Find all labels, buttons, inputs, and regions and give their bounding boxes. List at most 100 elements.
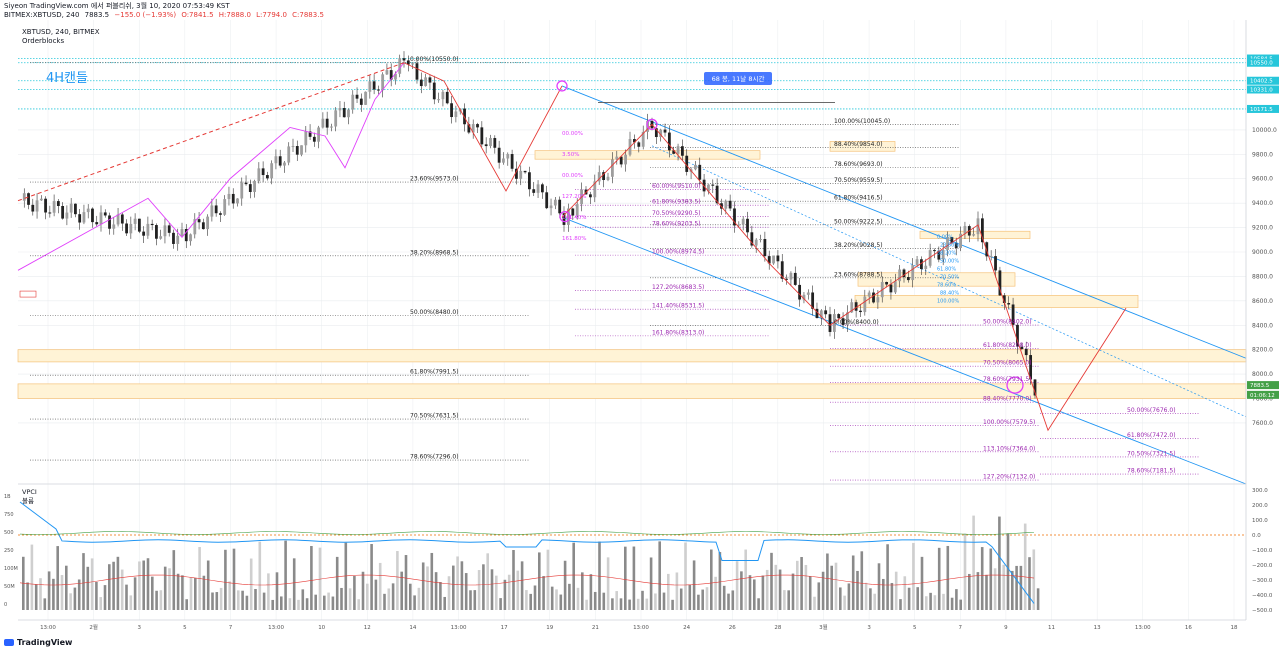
red-zigzag-1	[403, 62, 563, 192]
candle-body	[615, 156, 619, 160]
candle-body	[641, 131, 645, 147]
pivot-circle	[559, 210, 571, 223]
volume-bar	[65, 565, 68, 610]
volume-bar	[761, 575, 765, 610]
volume-bar	[361, 571, 365, 610]
candle-body	[441, 91, 445, 100]
candle-body	[1029, 355, 1033, 380]
fib-cluster-label: 88.40%	[940, 290, 959, 296]
price-tag	[1247, 76, 1279, 85]
candle-body	[972, 234, 976, 236]
small-marker	[19, 290, 37, 298]
fib-label: 127.20%(7132.0)	[983, 474, 1035, 481]
volume-bar	[675, 572, 679, 610]
volume-bar	[602, 592, 606, 610]
publish-header: Siyeon TradingView.com 에서 퍼블리쉬, 3월 10, 2…	[4, 2, 233, 11]
y-tick-label: 9200.0	[1252, 225, 1273, 232]
time-axis[interactable]: 13:00 2월 3 5 7 13:00 10 12 14 13:00 17 19 21 13:00 24 2…	[18, 619, 1246, 631]
volume-bar	[585, 599, 588, 610]
candle-body	[575, 204, 579, 216]
candle-body	[776, 255, 780, 262]
volume-bar	[288, 598, 292, 610]
candle-body	[793, 272, 797, 285]
candle-body	[347, 109, 350, 118]
range-label: 68 봉, 11날 8시간	[712, 74, 765, 83]
volume-bar	[817, 582, 821, 610]
price-tag	[1247, 104, 1279, 113]
fib-label: 78.60%(7296.0)	[410, 454, 459, 461]
volume-bar	[335, 556, 339, 610]
range-label-box	[704, 72, 772, 85]
candle-body	[265, 175, 269, 179]
volume-axis-label: 50M	[4, 584, 15, 590]
volume-bar	[413, 595, 416, 610]
candle-body	[837, 314, 841, 319]
candle-body	[780, 261, 784, 279]
candle-body	[437, 99, 440, 101]
volume-bar	[740, 571, 743, 610]
tradingview-logo[interactable]: TradingView	[4, 638, 72, 647]
volume-bar	[1002, 564, 1005, 610]
fib-label: 78.60%(7931.5)	[983, 376, 1032, 383]
candle-body	[389, 70, 393, 80]
candle-body	[1002, 295, 1006, 304]
symbol-label[interactable]: BITMEX:XBTUSD, 240	[4, 11, 80, 19]
volume-bar	[727, 593, 730, 610]
annotation-4h: 4H캔들	[46, 71, 88, 86]
x-tick-label: 28	[774, 625, 781, 631]
fib-cluster-label: 78.60%	[937, 282, 956, 288]
volume-bar	[439, 582, 442, 610]
candle-body	[759, 239, 762, 241]
volume-bar	[1006, 533, 1010, 610]
fib-label: 61.80%(9416.5)	[834, 195, 883, 202]
volume-bar	[985, 574, 988, 610]
volume-bar	[482, 564, 485, 610]
volume-bar	[628, 599, 631, 610]
volume-bar	[993, 568, 997, 610]
fib-label: 0.00%(8400.0)	[834, 319, 879, 326]
candle-body	[863, 296, 867, 313]
candle-body	[91, 208, 94, 223]
candle-body	[163, 225, 167, 237]
volume-bar	[692, 560, 696, 610]
candle-body	[898, 269, 902, 282]
candle-body	[562, 213, 566, 225]
x-tick-label: 5	[913, 625, 917, 631]
fib-label: 78.60%(7181.5)	[1127, 468, 1176, 475]
fib-label: 78.60%(9203.5)	[652, 221, 701, 228]
fib-label: 0.00%(10550.0)	[410, 56, 459, 63]
candle-body	[381, 74, 385, 91]
volume-bar	[82, 553, 85, 610]
volume-bar	[714, 576, 717, 610]
candle-body	[694, 164, 697, 170]
volume-bar	[525, 590, 528, 610]
volume-bar	[847, 583, 851, 610]
fib-label: 61.80%(7991.5)	[410, 369, 459, 376]
orderblock-zone	[829, 141, 896, 152]
volume-axis-label: 1B	[4, 494, 11, 500]
vpci-pane[interactable]: 300.0 200.0 100.0 0.0 −100.0 −200.0 −300.0 −400…	[4, 483, 1273, 614]
chart-canvas[interactable]: 0.00%(10550.0) 23.60%(9573.0) 38.20%(8968.…	[0, 0, 1280, 634]
fib-label: 50.00%(7676.0)	[1127, 407, 1176, 414]
volume-bar	[469, 590, 472, 610]
volume-bar	[529, 593, 532, 610]
x-tick-label: 13:00	[633, 625, 649, 631]
candle-body	[137, 218, 141, 232]
volume-bar	[202, 575, 206, 610]
price-axis[interactable]: 7600.0 7800.0 8000.0 8200.0 8400.0 8600.0 8800…	[1245, 20, 1279, 620]
volume-bar	[903, 576, 907, 610]
candle-body	[737, 224, 741, 226]
volume-bar	[400, 571, 403, 610]
candle-body	[811, 292, 815, 309]
volume-bar	[925, 596, 928, 610]
volume-bar	[568, 583, 571, 610]
volume-bar	[533, 585, 537, 610]
fib-small-label: 00.00%	[562, 131, 583, 137]
candle-body	[850, 302, 854, 313]
volume-bar	[189, 577, 193, 610]
volume-bar	[830, 565, 833, 610]
volume-bar	[301, 589, 305, 610]
volume-bar	[929, 592, 932, 610]
volume-bar	[163, 566, 167, 610]
volume-bar	[387, 588, 391, 610]
